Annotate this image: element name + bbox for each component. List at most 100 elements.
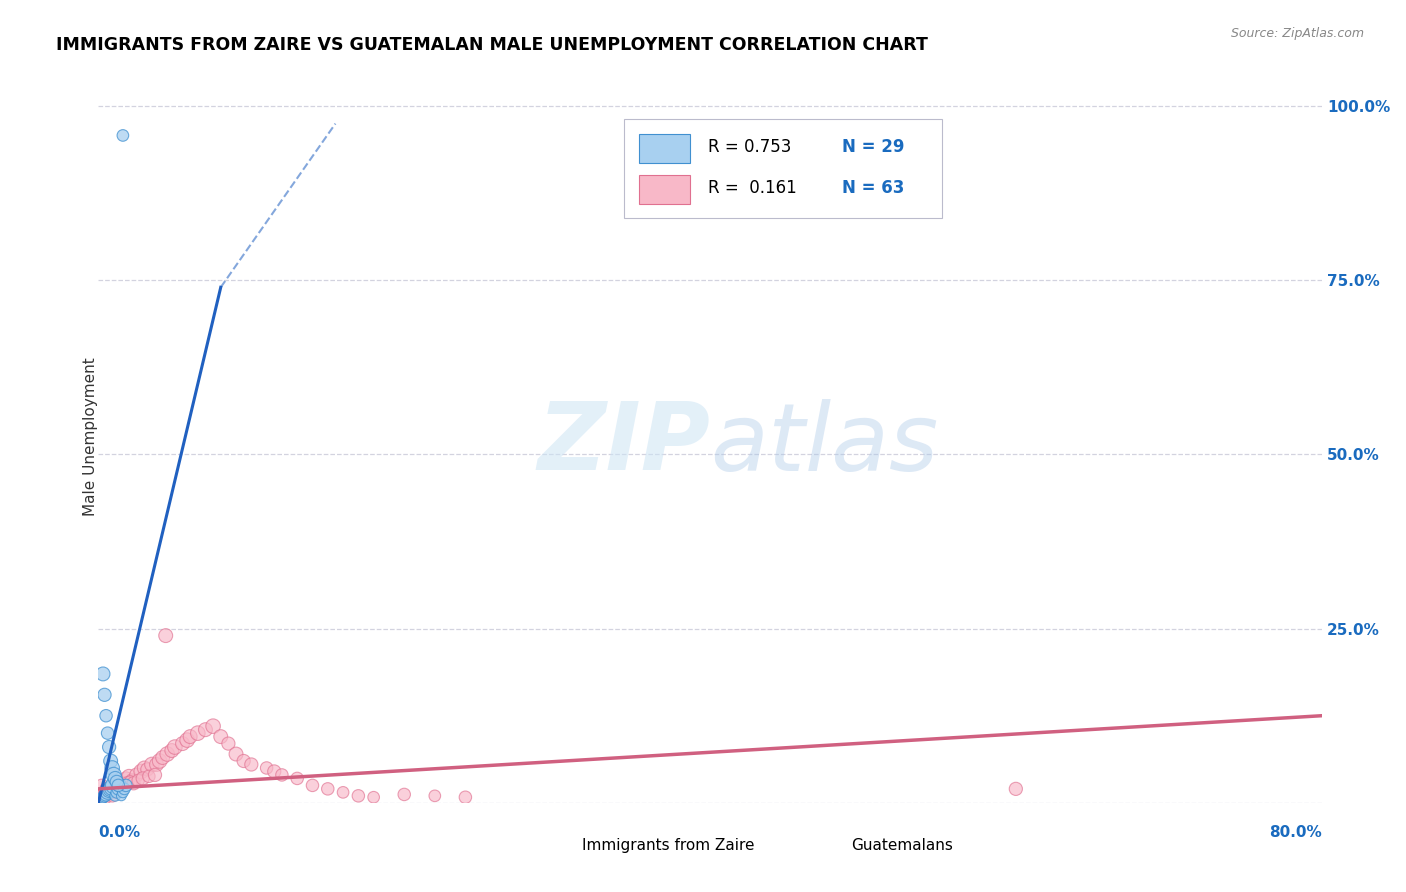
Text: IMMIGRANTS FROM ZAIRE VS GUATEMALAN MALE UNEMPLOYMENT CORRELATION CHART: IMMIGRANTS FROM ZAIRE VS GUATEMALAN MALE… xyxy=(56,36,928,54)
Point xyxy=(117,776,139,790)
Point xyxy=(107,783,129,797)
Point xyxy=(217,737,239,751)
Point xyxy=(138,769,160,783)
Point xyxy=(392,788,416,802)
Point xyxy=(108,775,131,789)
Y-axis label: Male Unemployment: Male Unemployment xyxy=(83,358,97,516)
Text: 0.0%: 0.0% xyxy=(98,825,141,840)
Point xyxy=(145,757,167,772)
Point xyxy=(98,783,121,797)
Point xyxy=(100,754,122,768)
Point xyxy=(103,778,125,792)
Point xyxy=(111,785,134,799)
Point xyxy=(111,128,134,143)
Point xyxy=(91,789,114,803)
Point xyxy=(97,726,120,740)
Point xyxy=(149,754,172,768)
Point xyxy=(105,775,128,789)
Point xyxy=(332,785,354,799)
Point xyxy=(132,772,155,786)
Point xyxy=(94,788,117,802)
Point xyxy=(209,730,232,744)
Point xyxy=(155,629,177,643)
Point xyxy=(301,778,323,792)
Point xyxy=(347,789,370,803)
Point xyxy=(105,781,128,796)
Point xyxy=(316,781,339,796)
Point xyxy=(115,772,138,786)
Point xyxy=(232,754,254,768)
Point xyxy=(91,667,114,681)
Point xyxy=(225,747,247,761)
Point xyxy=(125,768,148,782)
Point xyxy=(160,743,183,757)
Point xyxy=(423,789,446,803)
Point xyxy=(101,780,124,795)
Point xyxy=(93,688,115,702)
Point xyxy=(134,761,156,775)
Point xyxy=(111,776,134,790)
Point xyxy=(285,772,308,786)
Point xyxy=(270,768,292,782)
Point xyxy=(98,788,121,802)
Point xyxy=(118,769,141,783)
Point xyxy=(112,781,135,796)
Point xyxy=(152,750,174,764)
Point xyxy=(454,790,477,805)
Text: N = 63: N = 63 xyxy=(842,179,904,197)
Point xyxy=(156,747,179,761)
Point xyxy=(97,783,120,797)
Text: N = 29: N = 29 xyxy=(842,137,904,156)
Point xyxy=(107,781,129,796)
Text: R = 0.753: R = 0.753 xyxy=(707,137,792,156)
Point xyxy=(110,789,132,803)
Point xyxy=(143,768,166,782)
Point xyxy=(194,723,217,737)
Point xyxy=(103,778,125,792)
Text: atlas: atlas xyxy=(710,399,938,490)
Point xyxy=(179,730,201,744)
Point xyxy=(94,790,117,805)
Point xyxy=(115,778,138,792)
Point xyxy=(1004,781,1026,796)
Text: Source: ZipAtlas.com: Source: ZipAtlas.com xyxy=(1230,27,1364,40)
Text: R =  0.161: R = 0.161 xyxy=(707,179,796,197)
Point xyxy=(101,761,124,775)
Text: Guatemalans: Guatemalans xyxy=(851,838,953,853)
Point xyxy=(187,726,209,740)
Point xyxy=(104,772,127,786)
Point xyxy=(256,761,278,775)
Text: ZIP: ZIP xyxy=(537,399,710,491)
Point xyxy=(202,719,225,733)
FancyBboxPatch shape xyxy=(640,175,690,204)
FancyBboxPatch shape xyxy=(801,836,841,858)
Point xyxy=(100,781,122,796)
Point xyxy=(240,757,263,772)
Point xyxy=(97,785,120,799)
Point xyxy=(93,785,115,799)
Point xyxy=(90,778,112,792)
Point xyxy=(94,708,117,723)
Point xyxy=(107,778,129,792)
Point xyxy=(90,792,112,806)
Point xyxy=(129,764,152,779)
Point xyxy=(163,740,186,755)
Text: 80.0%: 80.0% xyxy=(1268,825,1322,840)
Point xyxy=(263,764,285,779)
Point xyxy=(104,789,127,803)
Point xyxy=(122,776,145,790)
Point xyxy=(101,789,124,803)
Point xyxy=(172,737,194,751)
Point xyxy=(136,763,159,777)
Point xyxy=(94,781,117,796)
Point xyxy=(141,757,163,772)
Point xyxy=(108,778,131,792)
Point xyxy=(93,789,115,803)
FancyBboxPatch shape xyxy=(640,134,690,162)
Point xyxy=(103,768,125,782)
Point xyxy=(105,785,128,799)
Point xyxy=(98,740,121,755)
FancyBboxPatch shape xyxy=(624,119,942,218)
Point xyxy=(176,733,198,747)
Point xyxy=(110,780,132,795)
